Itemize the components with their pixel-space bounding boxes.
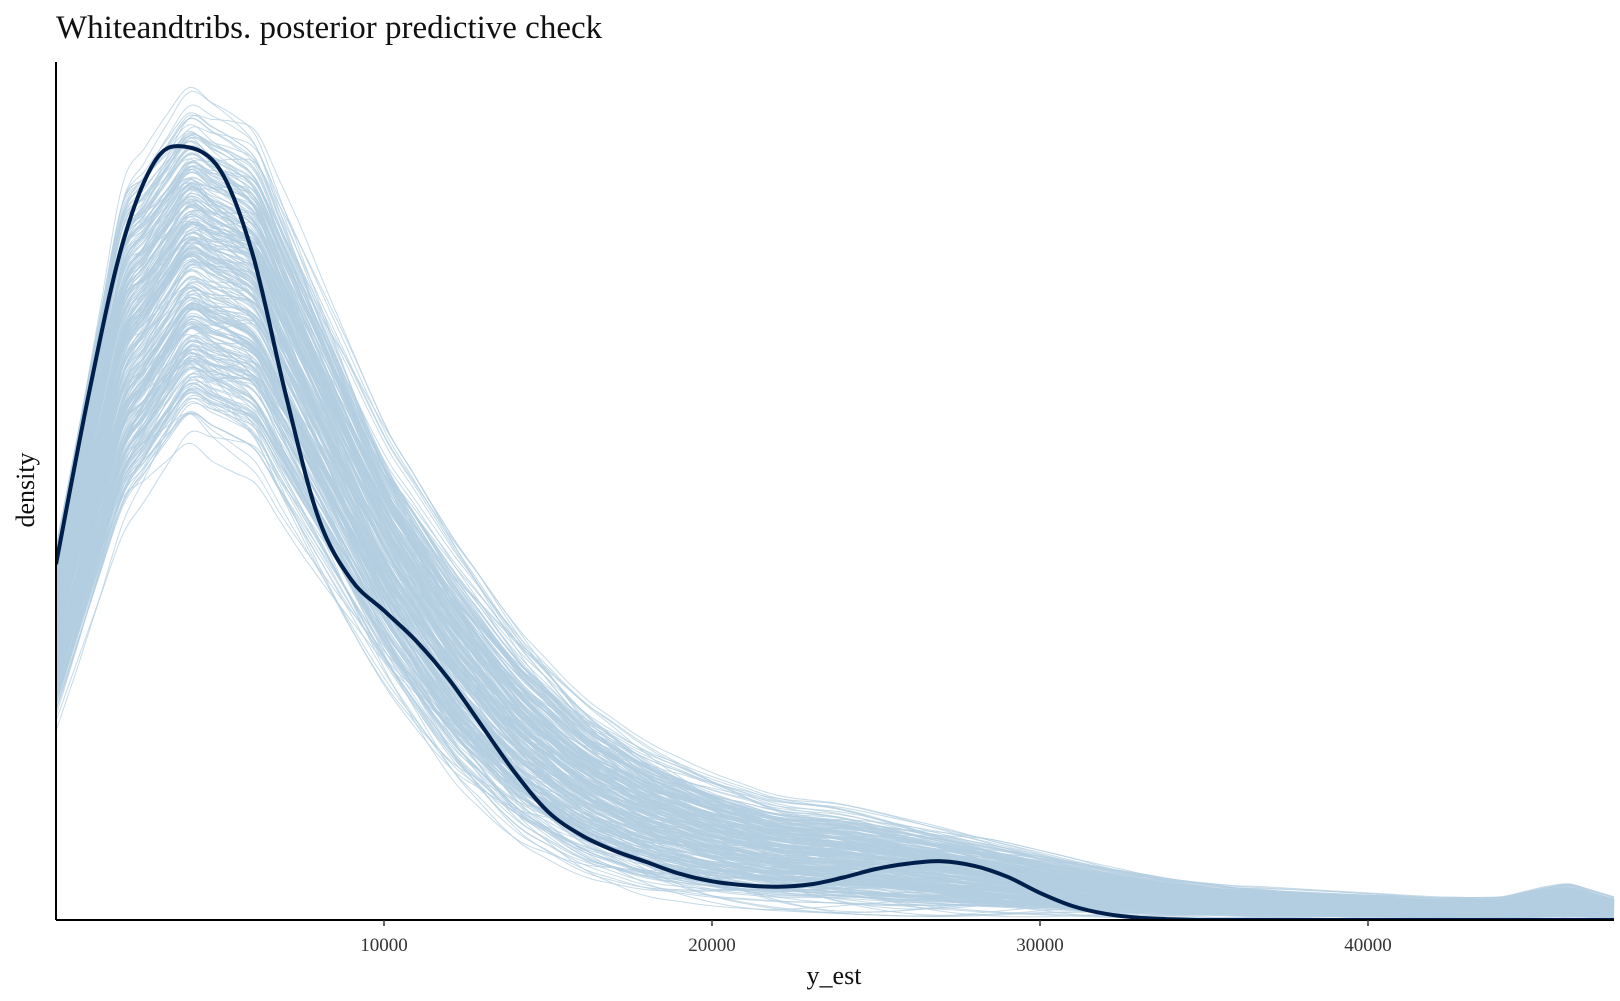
x-tick-label: 10000 [360,935,408,956]
replicate-density-line [56,118,1614,902]
y-axis-title: density [11,452,40,527]
x-tick-label: 20000 [688,935,736,956]
replicate-density-line [56,237,1614,900]
replicate-density-curves [56,87,1614,920]
replicate-density-line [56,163,1614,903]
x-tick-label: 30000 [1016,935,1064,956]
x-axis-title: y_est [807,961,863,990]
x-axis-ticks: 10000 20000 30000 40000 [360,920,1392,956]
replicate-density-line [56,119,1614,902]
replicate-density-line [56,169,1614,900]
x-tick-label: 40000 [1344,935,1392,956]
replicate-density-line [56,161,1614,900]
